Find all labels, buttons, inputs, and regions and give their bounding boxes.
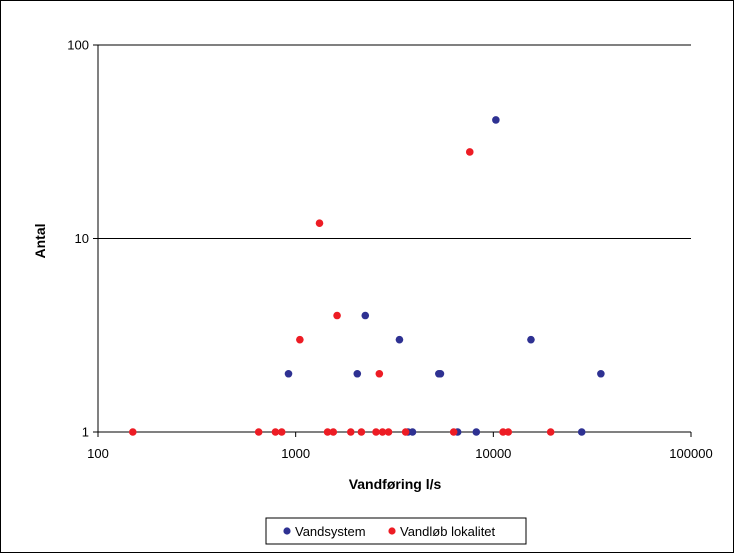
- point-vandsystem-9: [472, 428, 481, 436]
- point-vandlob-lokalitet-12: [375, 369, 384, 378]
- point-vandsystem-12: [577, 428, 586, 436]
- tick-labels: 1 10 100 100 1000 10000 100000: [67, 38, 712, 462]
- x-tick-label-1: 1000: [281, 446, 310, 461]
- point-vandlob-lokalitet-6: [323, 428, 332, 436]
- point-vandsystem-13: [597, 369, 605, 378]
- x-axis-title: Vandføring l/s: [349, 476, 442, 492]
- point-vandsystem-10: [492, 116, 500, 124]
- point-vandsystem-11: [527, 335, 535, 344]
- legend-box: [265, 517, 527, 545]
- legend-label-vandlob-lokalitet: Vandløb lokalitet: [400, 524, 496, 539]
- point-vandlob-lokalitet-1: [254, 428, 263, 436]
- point-vandlob-lokalitet-2: [271, 428, 280, 436]
- point-vandsystem-0: [284, 369, 293, 378]
- point-vandlob-lokalitet-4: [296, 335, 304, 344]
- point-vandlob-lokalitet-0: [129, 428, 137, 436]
- x-tick-label-0: 100: [87, 446, 109, 461]
- point-vandlob-lokalitet-7: [329, 428, 338, 436]
- y-tick-label-1: 10: [75, 231, 89, 246]
- data-points: [129, 116, 605, 436]
- y-axis-title: Antal: [32, 224, 48, 259]
- x-tick-label-3: 100000: [669, 446, 712, 461]
- y-tick-label-2: 100: [67, 38, 89, 53]
- point-vandlob-lokalitet-15: [401, 428, 410, 436]
- point-vandlob-lokalitet-10: [357, 428, 366, 436]
- point-vandlob-lokalitet-18: [499, 428, 507, 436]
- point-vandlob-lokalitet-13: [378, 428, 387, 436]
- legend: Vandsystem Vandløb lokalitet: [265, 517, 527, 545]
- point-vandsystem-7: [436, 369, 445, 378]
- point-vandsystem-1: [353, 369, 362, 378]
- legend-marker-vandsystem: [283, 527, 291, 535]
- point-vandlob-lokalitet-14: [384, 428, 393, 436]
- point-vandsystem-3: [395, 335, 404, 344]
- point-vandlob-lokalitet-8: [333, 311, 341, 320]
- point-vandlob-lokalitet-19: [504, 428, 513, 436]
- point-vandlob-lokalitet-16: [449, 428, 458, 436]
- point-vandlob-lokalitet-17: [465, 148, 474, 156]
- x-tick-label-2: 10000: [475, 446, 511, 461]
- point-vandlob-lokalitet-5: [315, 219, 324, 227]
- legend-label-vandsystem: Vandsystem: [295, 524, 366, 539]
- point-vandlob-lokalitet-3: [277, 428, 286, 436]
- axes: [93, 44, 692, 437]
- point-vandsystem-5: [408, 428, 417, 436]
- point-vandsystem-2: [361, 311, 370, 320]
- y-tick-label-0: 1: [82, 425, 89, 440]
- point-vandlob-lokalitet-20: [546, 428, 555, 436]
- legend-marker-vandlob-lokalitet: [388, 527, 396, 535]
- point-vandlob-lokalitet-9: [346, 428, 355, 436]
- point-vandlob-lokalitet-11: [372, 428, 380, 436]
